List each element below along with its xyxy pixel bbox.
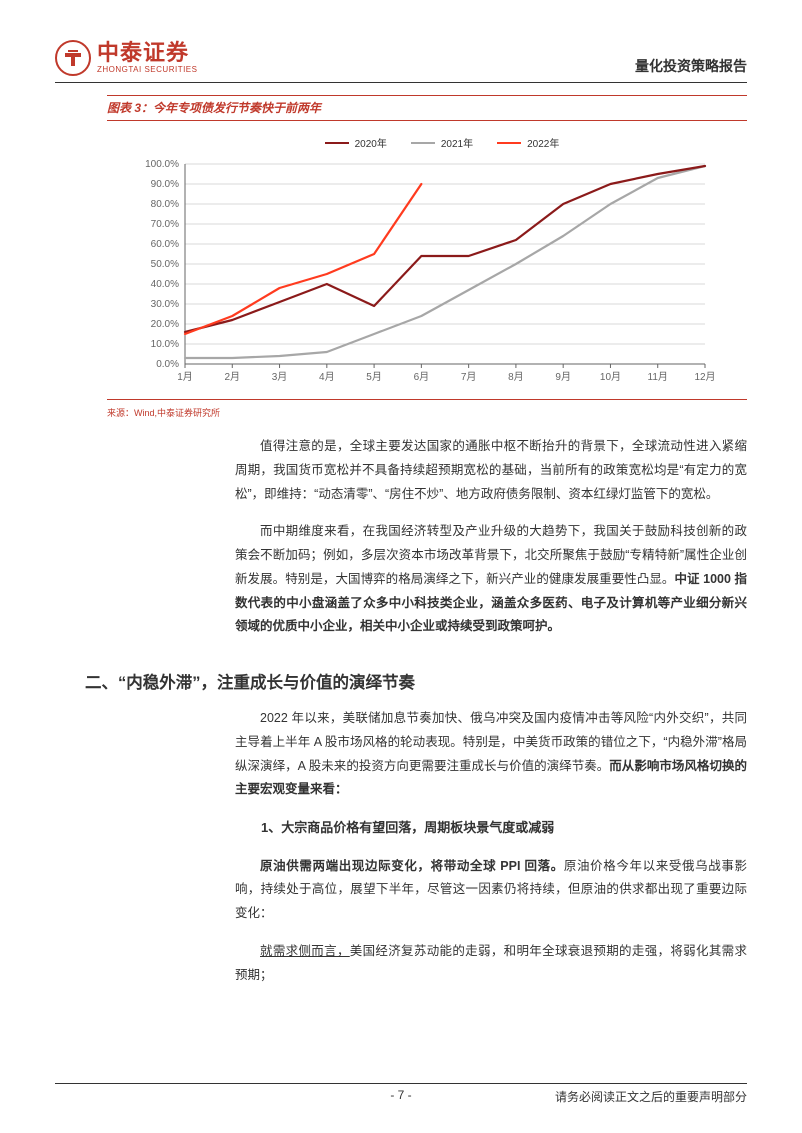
svg-text:10月: 10月	[600, 371, 621, 383]
svg-text:100.0%: 100.0%	[145, 159, 179, 170]
paragraph: 值得注意的是，全球主要发达国家的通胀中枢不断抬升的背景下，全球流动性进入紧缩周期…	[235, 435, 747, 506]
svg-text:70.0%: 70.0%	[151, 219, 179, 230]
svg-text:60.0%: 60.0%	[151, 239, 179, 250]
body-paragraphs-2: 2022 年以来，美联储加息节奏加快、俄乌冲突及国内疫情冲击等风险“内外交织”，…	[235, 707, 747, 987]
legend-item: 2021年	[411, 135, 473, 150]
chart-block: 图表 3：今年专项债发行节奏快于前两年 2020年 2021年 2022年 0.0%…	[107, 95, 747, 421]
svg-text:11月: 11月	[648, 371, 668, 383]
chart-legend: 2020年 2021年 2022年	[137, 135, 747, 150]
section-heading: 二、“内稳外滞”，注重成长与价值的演绎节奏	[85, 669, 747, 693]
legend-swatch	[325, 142, 349, 144]
legend-label: 2021年	[441, 135, 473, 150]
logo-icon	[55, 40, 91, 76]
svg-text:10.0%: 10.0%	[151, 339, 179, 350]
svg-text:8月: 8月	[508, 371, 524, 383]
legend-item: 2020年	[325, 135, 387, 150]
svg-text:30.0%: 30.0%	[151, 299, 179, 310]
sub-heading: 1、大宗商品价格有望回落，周期板块景气度或减弱	[235, 816, 747, 841]
svg-text:80.0%: 80.0%	[151, 199, 179, 210]
svg-text:4月: 4月	[319, 371, 335, 383]
svg-text:40.0%: 40.0%	[151, 279, 179, 290]
svg-text:20.0%: 20.0%	[151, 319, 179, 330]
svg-text:5月: 5月	[366, 371, 382, 383]
logo: 中泰证券 ZHONGTAI SECURITIES	[55, 40, 197, 76]
svg-text:12月: 12月	[694, 371, 715, 383]
line-chart: 0.0% 10.0% 20.0% 30.0% 40.0% 50.0% 60.0% 70.0% 8…	[137, 158, 715, 386]
body-paragraphs-1: 值得注意的是，全球主要发达国家的通胀中枢不断抬升的背景下，全球流动性进入紧缩周期…	[235, 435, 747, 639]
svg-text:6月: 6月	[414, 371, 430, 383]
svg-text:9月: 9月	[555, 371, 571, 383]
footer-disclaimer: 请务必阅读正文之后的重要声明部分	[555, 1088, 747, 1105]
logo-text-cn: 中泰证券	[97, 42, 197, 64]
paragraph: 原油供需两端出现边际变化，将带动全球 PPI 回落。原油价格今年以来受俄乌战事影…	[235, 855, 747, 926]
chart-source: 来源：Wind,中泰证券研究所	[107, 408, 220, 418]
logo-text-en: ZHONGTAI SECURITIES	[97, 66, 197, 74]
paragraph: 而中期维度来看，在我国经济转型及产业升级的大趋势下，我国关于鼓励科技创新的政策会…	[235, 520, 747, 639]
svg-text:1月: 1月	[177, 371, 193, 383]
legend-item: 2022年	[497, 135, 559, 150]
legend-label: 2022年	[527, 135, 559, 150]
svg-text:2月: 2月	[224, 371, 240, 383]
svg-text:50.0%: 50.0%	[151, 259, 179, 270]
svg-text:3月: 3月	[272, 371, 288, 383]
paragraph: 2022 年以来，美联储加息节奏加快、俄乌冲突及国内疫情冲击等风险“内外交织”，…	[235, 707, 747, 802]
page-header: 中泰证券 ZHONGTAI SECURITIES 量化投资策略报告	[55, 40, 747, 83]
legend-swatch	[497, 142, 521, 144]
svg-text:7月: 7月	[461, 371, 477, 383]
paragraph: 就需求侧而言，美国经济复苏动能的走弱，和明年全球衰退预期的走强，将弱化其需求预期…	[235, 940, 747, 988]
svg-text:90.0%: 90.0%	[151, 179, 179, 190]
svg-text:0.0%: 0.0%	[156, 359, 179, 370]
page-number: - 7 -	[390, 1088, 411, 1102]
chart-title: 图表 3：今年专项债发行节奏快于前两年	[107, 101, 321, 115]
legend-label: 2020年	[355, 135, 387, 150]
legend-swatch	[411, 142, 435, 144]
page-footer: - 7 - 请务必阅读正文之后的重要声明部分	[55, 1083, 747, 1105]
report-type: 量化投资策略报告	[635, 56, 747, 76]
